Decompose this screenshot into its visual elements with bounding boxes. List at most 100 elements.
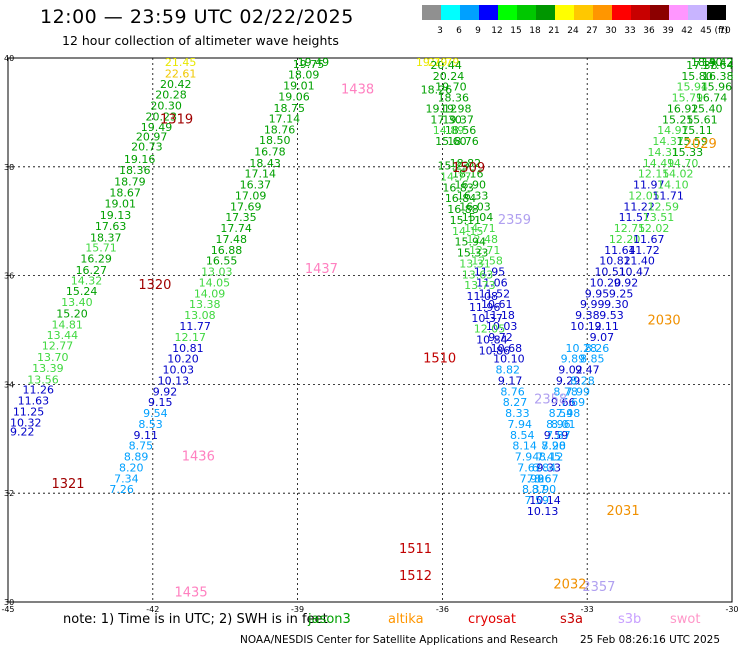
wave-height-value: 14.77 [440,170,472,183]
wave-height-value: 8.27 [503,396,528,409]
wave-height-value: 10.81 [172,342,204,355]
wave-height-value: 7.99 [565,385,590,398]
colorbar-tick: 39 [662,26,674,36]
note-text: note: 1) Time is in UTC; 2) SWH is in fe… [63,612,328,627]
colorbar-tick: 27 [586,26,597,36]
wave-height-value: 14.15 [452,225,484,238]
wave-height-value: 10.51 [594,266,626,279]
colorbar-swatch [517,5,536,20]
wave-height-value: 11.52 [479,287,511,300]
wave-height-value: 17.14 [245,168,276,181]
wave-height-value: 7.94 [515,451,540,464]
pass-time-label: 1512 [399,569,432,584]
wave-height-value: 15.59 [676,135,708,148]
mission-jason3: jason3 [308,612,351,627]
wave-height-value: 9.11 [133,429,158,442]
wave-height-value: 15.11 [681,124,713,137]
wave-height-value: 7.98 [520,472,545,485]
wave-height-value: 10.61 [481,298,512,311]
wave-height-value: 11.95 [474,266,506,279]
colorbar-swatch [707,5,726,20]
wave-height-value: 13.56 [27,373,59,386]
wave-height-value: 18.56 [445,124,477,137]
wave-height-value: 15.61 [686,113,718,126]
wave-height-value: 18.67 [109,187,141,200]
wave-height-value: 14.49 [643,157,675,170]
wave-height-value: 16.33 [457,189,489,202]
wave-height-value: 9.53 [599,309,624,322]
wave-height-value: 8.20 [541,440,566,453]
wave-height-value: 8.33 [505,407,530,420]
wave-height-value: 14.37 [652,135,684,148]
colorbar-tick: 21 [548,26,559,36]
wave-height-value: 9.11 [594,320,619,333]
mission-s3b: s3b [618,612,642,627]
wave-height-value: 10.13 [158,374,190,387]
pass-time-label: 2030 [648,314,681,329]
x-tick-label: -42 [146,605,159,614]
wave-height-value: 11.06 [476,276,508,289]
pass-time-label: 2029 [684,137,717,152]
wave-height-value: 16.90 [454,179,486,192]
wave-height-value: 7.98 [556,407,581,420]
wave-height-value: 19.42 [702,56,734,69]
wave-height-value: 10.20 [167,353,199,366]
wave-height-value: 11.57 [619,211,651,224]
wave-height-value: 9.47 [575,364,600,377]
wave-height-value: 16.37 [240,179,272,192]
wave-height-value: 19.79 [416,56,448,69]
wave-height-value: 12.17 [175,331,207,344]
wave-height-value: 15.79 [672,92,704,105]
map-frame [7,57,733,603]
pass-time-label: 2357 [582,580,615,595]
wave-height-value: 8.96 [546,418,571,431]
pass-time-label: 1511 [399,542,432,557]
wave-height-value: 11.25 [13,405,45,418]
wave-height-value: 13.31 [459,257,491,270]
colorbar-tick: 15 [510,26,521,36]
wave-height-value: 20.28 [155,88,187,101]
colorbar-swatch [688,5,707,20]
track-west: 21.4522.6120.4220.2820.3020.2319.4920.97… [10,56,196,438]
pass-time-label: 1438 [341,82,374,97]
wave-height-value: 9.02 [558,364,583,377]
wave-height-value: 14.05 [199,276,231,289]
y-tick-label: 38 [4,163,14,172]
wave-height-value: 10.86 [479,344,511,357]
colorbar-tick: 42 [681,26,692,36]
colorbar-swatch [460,5,479,20]
wave-height-value: 14.71 [464,222,496,235]
mission-altika: altika [388,612,424,627]
wave-height-value: 9.95 [585,287,610,300]
credit-text: NOAA/NESDIS Center for Satellite Applica… [240,634,558,646]
wave-height-value: 19.37 [442,113,474,126]
wave-height-value: 19.49 [141,121,173,134]
wave-height-value: 8.54 [549,407,574,420]
wave-height-value: 16.29 [80,253,112,266]
wave-height-value: 18.26 [421,83,453,96]
wave-height-value: 8.26 [585,342,610,355]
wave-height-value: 14.89 [433,124,465,137]
wave-height-value: 8.53 [138,418,163,431]
wave-height-value: 9.25 [609,287,634,300]
wave-height-value: 12.20 [609,233,641,246]
wave-height-value: 17.14 [269,113,301,126]
wave-height-value: 14.09 [194,287,226,300]
pass-time-label: 2032 [553,577,586,592]
wave-height-value: 17.30 [430,113,462,126]
wave-height-value: 12.05 [628,189,660,202]
wave-height-value: 13.39 [32,362,64,375]
wave-height-value: 10.20 [590,276,622,289]
wave-height-value: 18.40 [691,56,723,69]
colorbar-tick: 70 [719,26,731,36]
wave-height-value: 18.76 [264,124,296,137]
wave-height-value: 20.44 [430,59,462,72]
pass-time-label: 2359 [498,213,531,228]
wave-height-value: 19.01 [105,198,136,211]
wave-height-value: 17.74 [220,222,252,235]
wave-height-value: 16.78 [254,145,286,158]
wave-height-value: 19.75 [293,58,325,71]
wave-height-value: 14.32 [71,274,103,287]
track-far-east: 19.4217.6416.3815.9616.7415.4015.6115.11… [527,56,734,485]
